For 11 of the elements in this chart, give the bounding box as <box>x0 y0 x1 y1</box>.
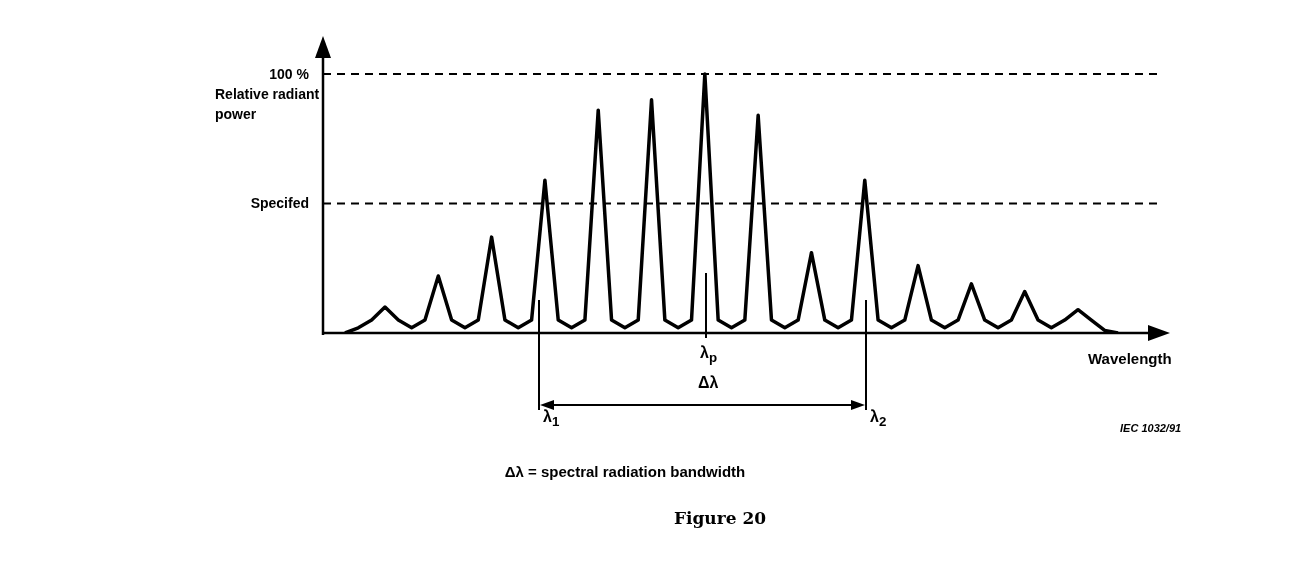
y-axis-title: Relative radiant power <box>215 85 321 124</box>
text: Δλ = spectral radiation bandwidth <box>504 463 746 480</box>
text: Figure 20 <box>673 508 767 528</box>
text: λ$_{p}$ <box>700 344 718 366</box>
text: Δλ <box>698 374 719 392</box>
text: λ$_{1}$ <box>543 408 560 430</box>
ref-line-label: Specifed <box>250 195 309 212</box>
text: IEC 1032/91 <box>1120 422 1182 434</box>
x-axis-title: Wavelength <box>1088 350 1172 367</box>
text: λ$_{2}$ <box>870 408 887 430</box>
ref-line-label: 100 % <box>269 65 310 82</box>
